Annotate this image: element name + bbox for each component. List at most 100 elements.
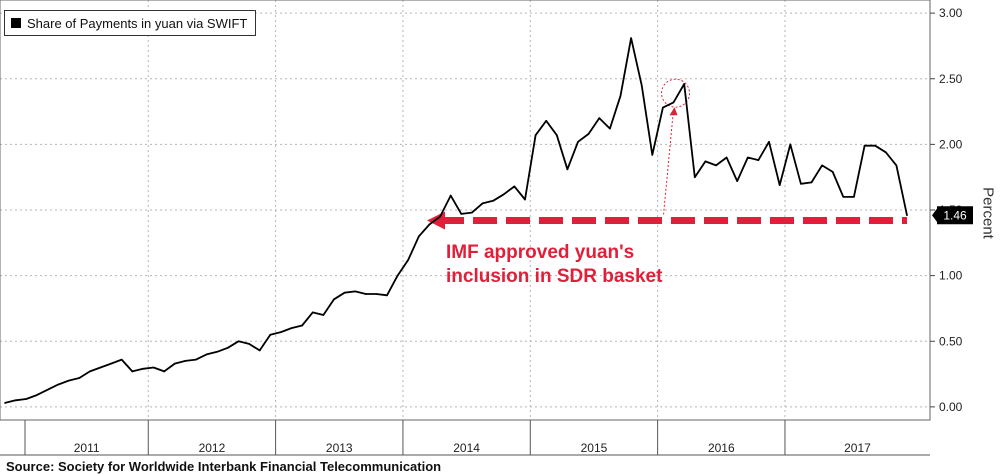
- data-point: [184, 360, 187, 362]
- data-point: [556, 134, 558, 136]
- data-point: [375, 293, 378, 295]
- data-point: [789, 143, 792, 146]
- data-point: [57, 383, 59, 386]
- data-point: [630, 37, 632, 39]
- data-point: [874, 144, 876, 147]
- annotation-line-2: inclusion in SDR basket: [446, 266, 663, 287]
- data-point: [407, 259, 410, 261]
- series-layer: [4, 37, 908, 404]
- data-point: [640, 84, 643, 87]
- annotation: IMF approved yuan's inclusion in SDR bas…: [446, 241, 662, 289]
- highlight-circle: [661, 78, 691, 108]
- data-point: [471, 211, 473, 214]
- badge-pointer: [932, 207, 938, 224]
- sdr-arrow: [427, 78, 907, 230]
- source-note: Source: Society for Worldwide Interbank …: [6, 459, 442, 474]
- y-tick-label: 1.00: [939, 269, 963, 283]
- grid: [0, 0, 930, 420]
- data-point: [481, 202, 484, 205]
- data-point: [173, 362, 176, 365]
- data-point: [449, 194, 452, 197]
- data-point: [195, 358, 197, 361]
- badge-value: 1.46: [943, 208, 967, 222]
- x-year-label: 2012: [199, 441, 226, 455]
- data-point: [120, 358, 123, 361]
- data-point: [439, 215, 441, 218]
- y-tick-label: 0.50: [939, 334, 963, 348]
- data-point: [842, 196, 845, 198]
- data-point: [333, 298, 335, 301]
- data-point: [258, 349, 261, 352]
- data-point: [863, 144, 866, 147]
- data-point: [131, 370, 134, 373]
- data-point: [598, 117, 601, 119]
- data-point: [821, 164, 823, 167]
- annotation-line-1: IMF approved yuan's: [446, 242, 635, 263]
- data-point: [36, 394, 38, 396]
- data-point: [800, 182, 802, 185]
- data-point: [396, 274, 399, 277]
- series-line: [4, 37, 908, 404]
- data-point: [163, 370, 165, 373]
- x-year-label: 2011: [74, 441, 100, 455]
- data-point: [205, 353, 208, 356]
- data-point: [290, 327, 293, 329]
- data-point: [715, 164, 717, 167]
- data-point: [672, 101, 675, 104]
- pointer-line: [663, 109, 675, 215]
- pointer-tip: [669, 107, 678, 116]
- data-point: [747, 156, 749, 159]
- data-point: [365, 293, 367, 295]
- data-point: [25, 398, 28, 400]
- y-axis-label: Percent: [979, 187, 997, 239]
- data-point: [566, 168, 569, 171]
- data-point: [418, 235, 420, 238]
- data-point: [142, 368, 144, 370]
- data-point: [322, 314, 325, 316]
- data-point: [110, 362, 112, 365]
- data-point: [301, 324, 303, 327]
- legend: Share of Payments in yuan via SWIFT: [4, 10, 257, 36]
- data-point: [502, 193, 505, 196]
- last-value-badge: 1.46: [932, 206, 973, 225]
- data-point: [693, 176, 696, 178]
- y-tick-label: 2.00: [939, 137, 963, 151]
- data-point: [683, 83, 685, 85]
- x-year-label: 2017: [844, 441, 871, 455]
- data-point: [248, 343, 250, 345]
- data-point: [311, 311, 314, 314]
- data-point: [853, 196, 855, 198]
- data-point: [906, 214, 908, 217]
- data-point: [428, 223, 431, 226]
- data-point: [725, 156, 728, 159]
- badge-box: [937, 206, 973, 225]
- data-point: [587, 133, 590, 135]
- data-point: [492, 200, 494, 202]
- data-point: [545, 119, 547, 122]
- data-point: [269, 333, 272, 336]
- x-year-label: 2015: [581, 441, 608, 455]
- data-point: [651, 154, 654, 156]
- data-point: [736, 180, 739, 182]
- data-point: [662, 106, 664, 109]
- data-point: [152, 366, 155, 369]
- data-point: [577, 140, 579, 143]
- data-point: [46, 389, 49, 391]
- data-point: [386, 294, 388, 297]
- data-point: [704, 160, 707, 163]
- x-year-label: 2013: [326, 441, 353, 455]
- data-point: [619, 95, 622, 97]
- data-point: [67, 379, 70, 382]
- data-point: [810, 181, 813, 184]
- data-point: [78, 377, 81, 379]
- data-point: [237, 340, 240, 343]
- data-point: [757, 159, 760, 161]
- y-tick-label: 2.50: [939, 72, 963, 86]
- data-point: [778, 184, 781, 186]
- data-point: [216, 350, 219, 353]
- data-point: [513, 185, 516, 188]
- data-point: [609, 127, 611, 130]
- y-tick-label: 0.00: [939, 400, 963, 414]
- data-point: [534, 134, 537, 136]
